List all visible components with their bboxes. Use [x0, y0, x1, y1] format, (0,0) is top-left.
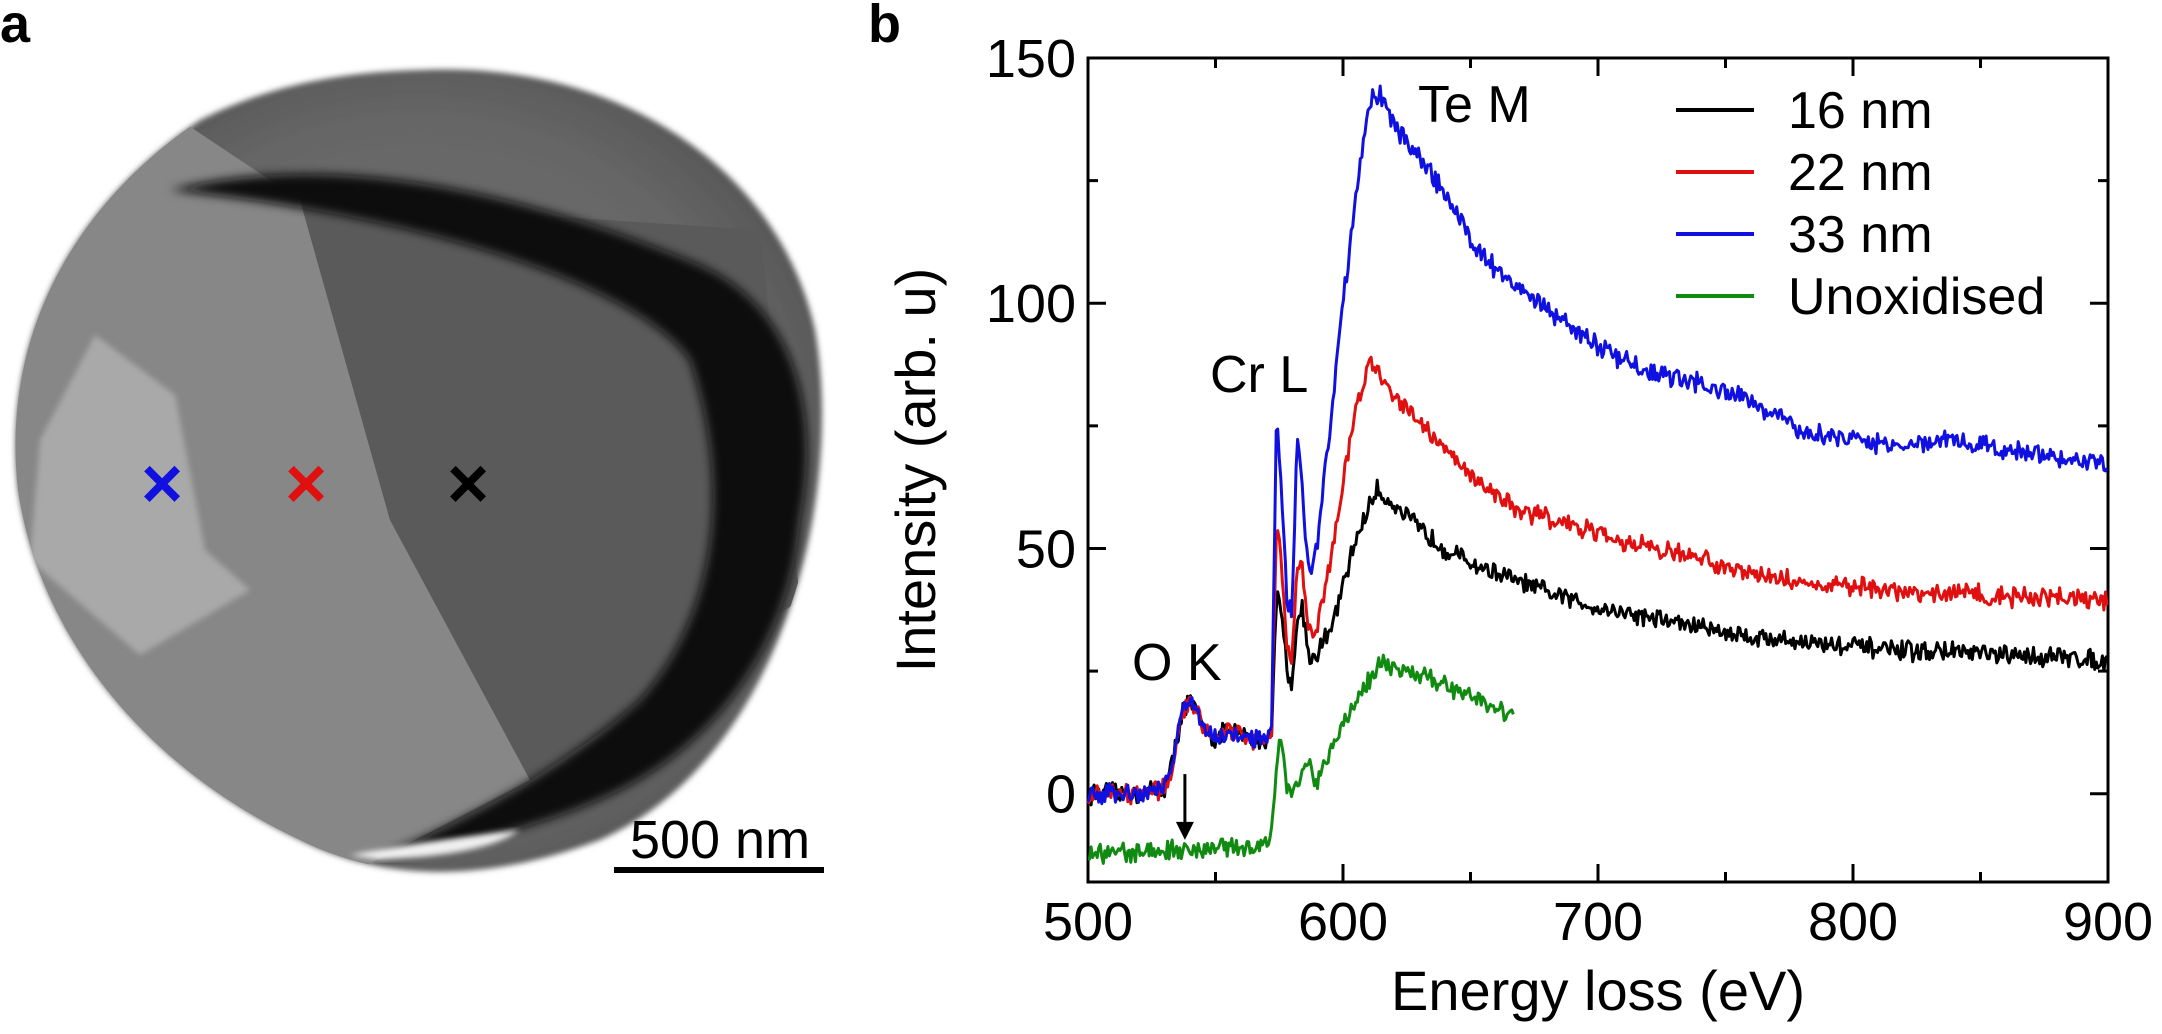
black-cross-marker: ×: [447, 444, 489, 524]
panel-a-label: a: [0, 0, 31, 54]
x-tick-label: 900: [2063, 892, 2153, 952]
annotation-cr-l: Cr L: [1210, 346, 1308, 404]
panel-b-label: b: [868, 0, 901, 54]
legend-label-16nm: 16 nm: [1788, 82, 1933, 140]
annotation-te-m: Te M: [1418, 76, 1531, 134]
red-cross-marker: ×: [285, 444, 327, 524]
series-line-33-nm: [1086, 84, 2109, 806]
y-tick-label: 100: [986, 274, 1076, 334]
scale-bar-label: 500 nm: [630, 810, 810, 870]
o-k-arrow: [1175, 774, 1194, 840]
light-region: [15, 69, 530, 872]
x-tick-label: 500: [1043, 892, 1133, 952]
annotation-o-k: O K: [1132, 634, 1222, 692]
panel-b: b 500 600 700 800 900 0 50 100 150 Energy loss (…: [868, 0, 2153, 1022]
dark-region: [300, 200, 800, 780]
y-tick-label: 0: [1046, 765, 1076, 825]
legend: 16 nm 22 nm 33 nm Unoxidised: [1676, 82, 2045, 326]
y-axis-title: Intensity (arb. u): [884, 268, 947, 673]
legend-label-33nm: 33 nm: [1788, 206, 1933, 264]
x-tick-label: 800: [1808, 892, 1898, 952]
x-tick-label: 600: [1298, 892, 1388, 952]
tem-micrograph: [15, 69, 823, 872]
blue-cross-marker: ×: [141, 444, 183, 524]
x-tick-label: 700: [1553, 892, 1643, 952]
y-tick-label: 50: [1016, 519, 1076, 579]
bright-rim: [350, 830, 520, 860]
axis-ticks: [1086, 56, 2110, 882]
panel-a: a × × × 500 nm: [0, 0, 824, 873]
legend-label-unoxidised: Unoxidised: [1788, 268, 2045, 326]
bright-flake: [30, 335, 250, 655]
series-lines: [1086, 84, 2109, 865]
scale-bar: [614, 867, 824, 873]
tick-labels: 500 600 700 800 900 0 50 100 150: [986, 29, 2153, 952]
series-line-unoxidised: [1088, 653, 1515, 865]
plot-frame: [1086, 56, 2110, 884]
legend-label-22nm: 22 nm: [1788, 144, 1933, 202]
y-tick-label: 150: [986, 29, 1076, 89]
x-axis-title: Energy loss (eV): [1391, 959, 1805, 1022]
